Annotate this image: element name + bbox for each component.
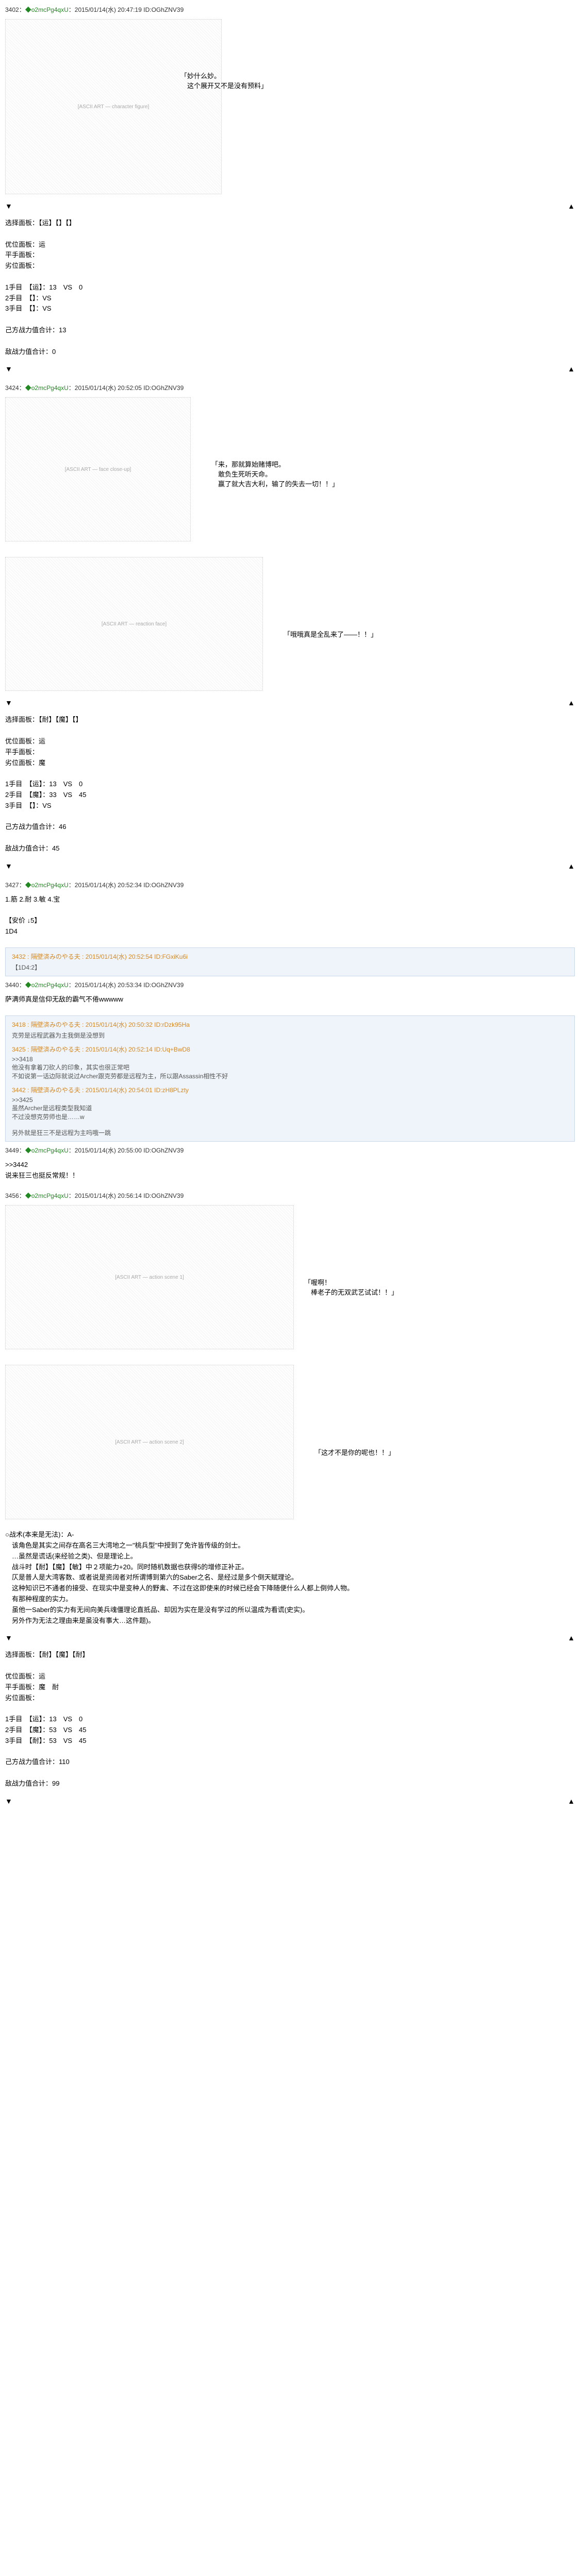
dialogue-text: 「来，那就算始赌博吧。 敢负生死听天命。 赢了就大吉大利，输了的失去一切！！」 <box>211 459 339 488</box>
tripcode: ◆o2mcPg4qxU <box>25 882 69 889</box>
quote-item: 3425 : 隔壁済みのやる夫 : 2015/01/14(水) 20:52:14… <box>12 1045 568 1080</box>
post-header: 3456：◆o2mcPg4qxU：2015/01/14(水) 20:56:14 … <box>5 1191 575 1200</box>
post-date: 2015/01/14(水) 20:53:34 <box>75 981 142 989</box>
post-date: 2015/01/14(水) 20:47:19 <box>75 6 142 13</box>
quote-body: >>3418 他没有拿着刀砍人的印象，其实也很正常吧 不如说第一话边际就说过Ar… <box>12 1056 568 1080</box>
post-id: ID:OGhZNV39 <box>143 981 184 989</box>
quote-header[interactable]: 3442 : 隔壁済みのやる夫 : 2015/01/14(水) 20:54:01… <box>12 1086 568 1094</box>
quote-header[interactable]: 3432 : 隔壁済みのやる夫 : 2015/01/14(水) 20:52:54… <box>12 952 568 961</box>
quote-item: 3442 : 隔壁済みのやる夫 : 2015/01/14(水) 20:54:01… <box>12 1086 568 1137</box>
post-id: ID:OGhZNV39 <box>143 882 184 889</box>
post-number[interactable]: 3402 <box>5 6 19 13</box>
ascii-art-block: [ASCII ART — face close-up] 「来，那就算始赌博吧。 … <box>5 397 575 541</box>
battle-status: 选择面板：【运】【】【】 优位面板：运 平手面板： 劣位面板： 1手目 【运】：… <box>5 218 575 357</box>
post-header: 3427：◆o2mcPg4qxU：2015/01/14(水) 20:52:34 … <box>5 880 575 889</box>
ascii-art: [ASCII ART — action scene 1] <box>5 1205 294 1349</box>
post-text: 1.筋 2.耐 3.敏 4.宝 【安价 ↓5】 1D4 <box>5 894 575 937</box>
quote-reply: 3432 : 隔壁済みのやる夫 : 2015/01/14(水) 20:52:54… <box>5 947 575 976</box>
post-id: ID:OGhZNV39 <box>143 1192 184 1199</box>
quote-header[interactable]: 3418 : 隔壁済みのやる夫 : 2015/01/14(水) 20:50:32… <box>12 1020 568 1029</box>
ascii-art: [ASCII ART — character figure] <box>5 19 222 194</box>
skill-description: ○战术(本来是无法)：A- 该角色是其实之间存在高名三大湾地之一"桃兵型"中授到… <box>5 1530 575 1626</box>
quote-body: >>3425 虽然Archer是远程类型我知道 不过没想克劳师也是……w 另外就… <box>12 1096 568 1137</box>
post: 3402：◆o2mcPg4qxU：2015/01/14(水) 20:47:19 … <box>5 5 575 373</box>
post-date: 2015/01/14(水) 20:52:34 <box>75 882 142 889</box>
ascii-art: [ASCII ART — action scene 2] <box>5 1365 294 1519</box>
divider <box>5 699 575 707</box>
post-header: 3402：◆o2mcPg4qxU：2015/01/14(水) 20:47:19 … <box>5 5 575 14</box>
quote-body: 克劳是远程武器为主我倒是没想到 <box>12 1031 568 1040</box>
divider <box>5 862 575 870</box>
tripcode: ◆o2mcPg4qxU <box>25 6 69 13</box>
post-number[interactable]: 3427 <box>5 882 19 889</box>
dialogue-text: 「哦哦真是全乱来了――！！」 <box>284 629 377 639</box>
ascii-art-block: [ASCII ART — reaction face] 「哦哦真是全乱来了――！… <box>5 557 575 691</box>
divider <box>5 1797 575 1805</box>
post-date: 2015/01/14(水) 20:56:14 <box>75 1192 142 1199</box>
tripcode: ◆o2mcPg4qxU <box>25 1147 69 1154</box>
post-text: 萨满师真是信仰无敌的霸气不倦wwwww <box>5 994 575 1005</box>
post-number[interactable]: 3449 <box>5 1147 19 1154</box>
quote-item: 3418 : 隔壁済みのやる夫 : 2015/01/14(水) 20:50:32… <box>12 1020 568 1040</box>
tripcode: ◆o2mcPg4qxU <box>25 384 69 392</box>
ascii-art: [ASCII ART — face close-up] <box>5 397 191 541</box>
post-id: ID:OGhZNV39 <box>143 384 184 392</box>
battle-status: 选择面板：【耐】【魔】【】 优位面板：运 平手面板： 劣位面板：魔 1手目 【运… <box>5 715 575 854</box>
post-number[interactable]: 3440 <box>5 981 19 989</box>
divider <box>5 365 575 373</box>
post-header: 3440：◆o2mcPg4qxU：2015/01/14(水) 20:53:34 … <box>5 980 575 989</box>
dialogue-text: 「喔啊！ 棒老子的无双武艺试试！！」 <box>304 1277 398 1297</box>
divider <box>5 1634 575 1642</box>
quote-header[interactable]: 3425 : 隔壁済みのやる夫 : 2015/01/14(水) 20:52:14… <box>12 1045 568 1054</box>
post: 3427：◆o2mcPg4qxU：2015/01/14(水) 20:52:34 … <box>5 880 575 937</box>
tripcode: ◆o2mcPg4qxU <box>25 1192 69 1199</box>
post-header: 3449：◆o2mcPg4qxU：2015/01/14(水) 20:55:00 … <box>5 1146 575 1155</box>
ascii-art-block: [ASCII ART — action scene 2] 「这才不是你的呢也！！… <box>5 1365 575 1519</box>
battle-status: 选择面板：【耐】【魔】【耐】 优位面板：运 平手面板：魔 耐 劣位面板： 1手目… <box>5 1650 575 1789</box>
ascii-art-block: [ASCII ART — character figure] 「妙什么妙。 这个… <box>5 19 575 194</box>
dialogue-text: 「妙什么妙。 这个展开又不是没有预料」 <box>180 71 268 90</box>
post: 3449：◆o2mcPg4qxU：2015/01/14(水) 20:55:00 … <box>5 1146 575 1181</box>
tripcode: ◆o2mcPg4qxU <box>25 981 69 989</box>
post-number[interactable]: 3456 <box>5 1192 19 1199</box>
post-header: 3424：◆o2mcPg4qxU：2015/01/14(水) 20:52:05 … <box>5 383 575 392</box>
post-id: ID:OGhZNV39 <box>143 6 184 13</box>
quote-reply-multi: 3418 : 隔壁済みのやる夫 : 2015/01/14(水) 20:50:32… <box>5 1015 575 1142</box>
post: 3456：◆o2mcPg4qxU：2015/01/14(水) 20:56:14 … <box>5 1191 575 1805</box>
post-text: >>3442 说来狂三也挺反常规！！ <box>5 1160 575 1181</box>
post: 3424：◆o2mcPg4qxU：2015/01/14(水) 20:52:05 … <box>5 383 575 870</box>
post-date: 2015/01/14(水) 20:55:00 <box>75 1147 142 1154</box>
post-id: ID:OGhZNV39 <box>143 1147 184 1154</box>
post-date: 2015/01/14(水) 20:52:05 <box>75 384 142 392</box>
ascii-art: [ASCII ART — reaction face] <box>5 557 263 691</box>
divider <box>5 202 575 210</box>
post-number[interactable]: 3424 <box>5 384 19 392</box>
quote-body: 【1D4:2】 <box>12 963 568 972</box>
dialogue-text: 「这才不是你的呢也！！」 <box>314 1447 395 1457</box>
post: 3440：◆o2mcPg4qxU：2015/01/14(水) 20:53:34 … <box>5 980 575 1005</box>
ascii-art-block: [ASCII ART — action scene 1] 「喔啊！ 棒老子的无双… <box>5 1205 575 1349</box>
